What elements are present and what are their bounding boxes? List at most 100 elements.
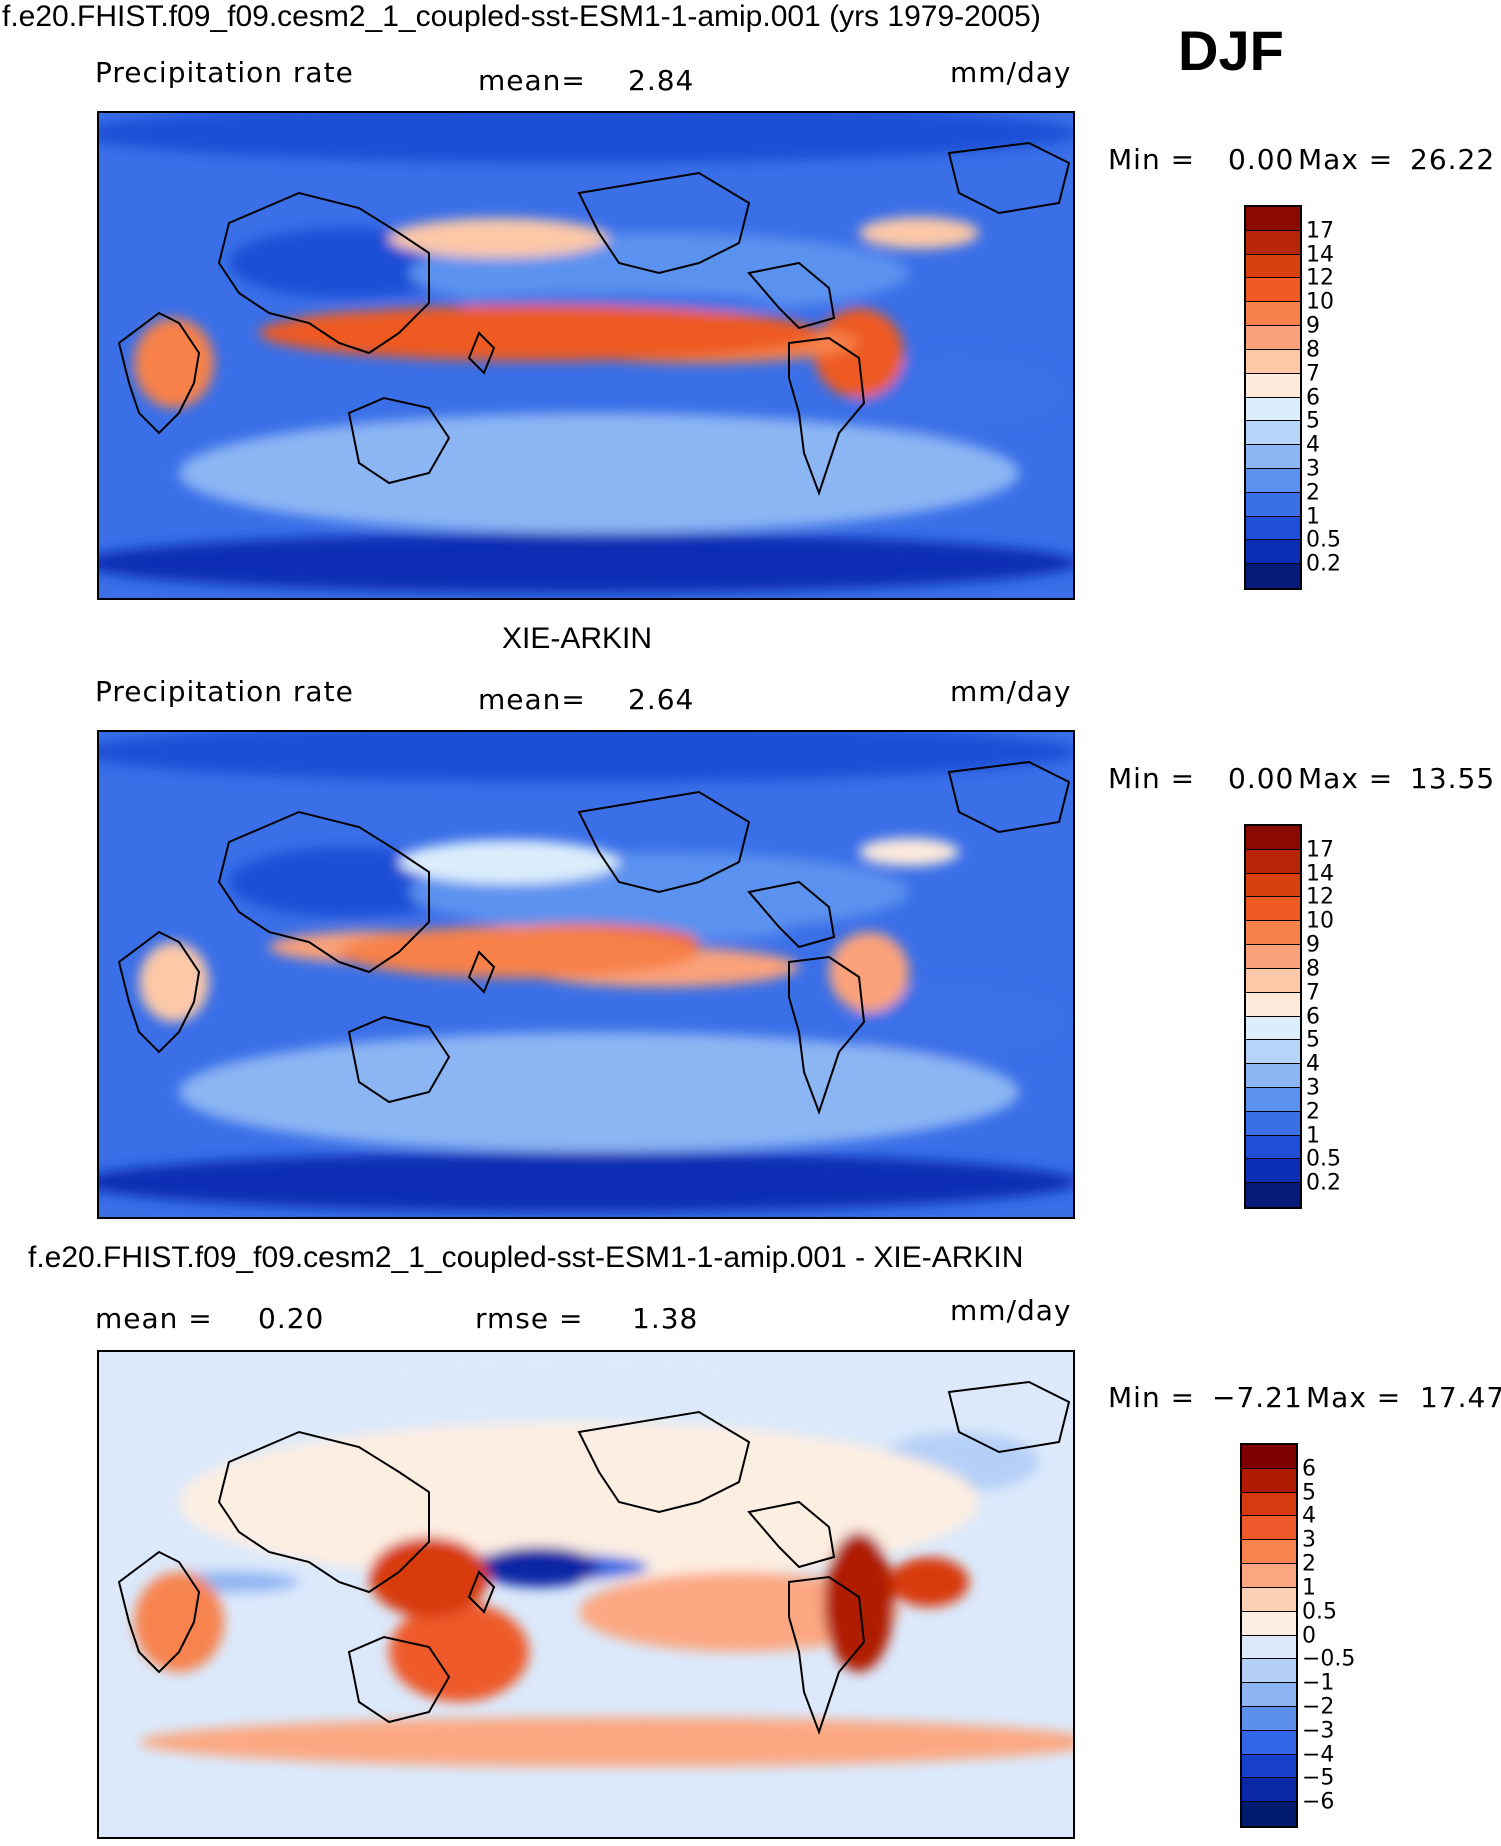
colorbar-swatch xyxy=(1246,468,1300,493)
contour-region xyxy=(179,413,1019,533)
contour-region xyxy=(99,113,1073,163)
contour-region xyxy=(814,308,904,398)
season-label: DJF xyxy=(1178,19,1284,82)
contour-region xyxy=(829,932,909,1012)
coastline xyxy=(747,261,836,330)
colorbar-tick-label: 14 xyxy=(1306,242,1334,268)
contour-region xyxy=(389,1602,529,1702)
coastlines xyxy=(117,141,1071,496)
colorbar-tick-label: 2 xyxy=(1306,480,1320,506)
panel3-rmse-value: 1.38 xyxy=(632,1302,699,1335)
panel1-mean-label: mean= xyxy=(478,64,586,97)
colorbar-swatch xyxy=(1246,1111,1300,1136)
colorbar-tick-label: 1 xyxy=(1302,1575,1316,1601)
colorbar-tick-label: 0 xyxy=(1302,1623,1316,1648)
colorbar-tick-label: −3 xyxy=(1302,1718,1335,1744)
colorbar-tick-label: 5 xyxy=(1306,1027,1320,1053)
panel2-mean-label: mean= xyxy=(478,683,586,716)
coastline xyxy=(117,1550,201,1674)
panel1-units: mm/day xyxy=(950,56,1072,89)
colorbar-swatch xyxy=(1246,897,1300,922)
coastline xyxy=(747,880,836,949)
colorbar-swatch xyxy=(1242,1659,1296,1684)
panel2-min-label: Min = xyxy=(1108,762,1196,795)
colorbar-tick-label: 14 xyxy=(1306,861,1334,887)
colorbar-swatch xyxy=(1246,849,1300,874)
coastline xyxy=(347,1015,451,1104)
coastline xyxy=(217,1430,430,1594)
colorbar-swatch xyxy=(1246,968,1300,993)
colorbar-tick-label: 7 xyxy=(1306,361,1320,387)
map-field xyxy=(99,732,1073,1217)
panel1-mean-value: 2.84 xyxy=(628,64,695,97)
coastline xyxy=(947,1380,1071,1454)
panel3-max-value: 17.47 xyxy=(1420,1381,1501,1414)
colorbar-swatch xyxy=(1246,826,1300,850)
colorbar-tick-label: 4 xyxy=(1302,1503,1316,1529)
colorbar-swatch xyxy=(1246,1040,1300,1065)
colorbar-swatch xyxy=(1246,207,1300,231)
panel2-units: mm/day xyxy=(950,675,1072,708)
contour-region xyxy=(389,218,609,258)
panel3-rmse-label: rmse = xyxy=(475,1302,584,1335)
panel2-colorbar xyxy=(1244,824,1302,1209)
colorbar-tick-label: 1 xyxy=(1306,504,1320,530)
contour-region xyxy=(849,353,1069,433)
panel2-variable-label: Precipitation rate xyxy=(95,675,354,708)
contour-region xyxy=(134,318,214,408)
coastline xyxy=(347,396,451,485)
colorbar-tick-label: 0.5 xyxy=(1306,527,1341,553)
coastlines xyxy=(117,1380,1071,1735)
map-field xyxy=(99,1352,1073,1837)
colorbar-tick-label: −4 xyxy=(1302,1742,1335,1768)
colorbar-tick-label: 17 xyxy=(1306,837,1334,863)
panel2-max-label: Max = xyxy=(1298,762,1394,795)
panel2-title: XIE-ARKIN xyxy=(502,622,653,655)
colorbar-tick-label: 0.5 xyxy=(1302,1599,1337,1625)
coastline xyxy=(788,336,866,496)
panel2-max-value: 13.55 xyxy=(1410,762,1496,795)
colorbar-tick-label: 12 xyxy=(1306,265,1334,291)
colorbar-tick-label: 1 xyxy=(1306,1123,1320,1149)
panel2-precip-map xyxy=(97,730,1075,1219)
coastline xyxy=(467,1570,496,1614)
colorbar-swatch xyxy=(1246,516,1300,541)
colorbar-tick-label: 7 xyxy=(1306,980,1320,1006)
panel1-min-label: Min = xyxy=(1108,143,1196,176)
colorbar-tick-label: 8 xyxy=(1306,956,1320,982)
colorbar-tick-label: 0.2 xyxy=(1306,1170,1341,1196)
colorbar-swatch xyxy=(1246,1183,1300,1207)
colorbar-swatch xyxy=(1242,1468,1296,1493)
colorbar-swatch xyxy=(1242,1754,1296,1779)
colorbar-swatch xyxy=(1246,540,1300,565)
contour-region xyxy=(859,217,979,249)
colorbar-swatch xyxy=(1242,1540,1296,1565)
coastlines xyxy=(117,760,1071,1115)
colorbar-tick-label: 17 xyxy=(1306,218,1334,244)
panel3-mean-value: 0.20 xyxy=(258,1302,325,1335)
colorbar-swatch xyxy=(1246,992,1300,1017)
coastline xyxy=(788,1575,866,1735)
colorbar-tick-label: 4 xyxy=(1306,1051,1320,1077)
panel3-max-label: Max = xyxy=(1306,1381,1402,1414)
colorbar-swatch xyxy=(1242,1635,1296,1660)
colorbar-tick-label: 5 xyxy=(1306,408,1320,434)
colorbar-tick-label: 3 xyxy=(1302,1527,1316,1553)
contour-region xyxy=(134,1572,224,1672)
coastline xyxy=(117,311,201,435)
colorbar-tick-label: −6 xyxy=(1302,1789,1335,1815)
colorbar-swatch xyxy=(1242,1445,1296,1469)
coastline xyxy=(467,950,496,994)
contour-region xyxy=(849,982,1069,1062)
colorbar-swatch xyxy=(1246,1087,1300,1112)
colorbar-swatch xyxy=(1242,1802,1296,1826)
contour-region xyxy=(259,305,819,361)
colorbar-swatch xyxy=(1246,1064,1300,1088)
colorbar-tick-label: 6 xyxy=(1306,1004,1320,1029)
colorbar-tick-label: 0.2 xyxy=(1306,551,1341,577)
coastline xyxy=(577,171,751,275)
panel2-mean-value: 2.64 xyxy=(628,683,695,716)
colorbar-swatch xyxy=(1242,1492,1296,1517)
coastline xyxy=(217,191,430,355)
panel3-colorbar xyxy=(1240,1443,1298,1828)
